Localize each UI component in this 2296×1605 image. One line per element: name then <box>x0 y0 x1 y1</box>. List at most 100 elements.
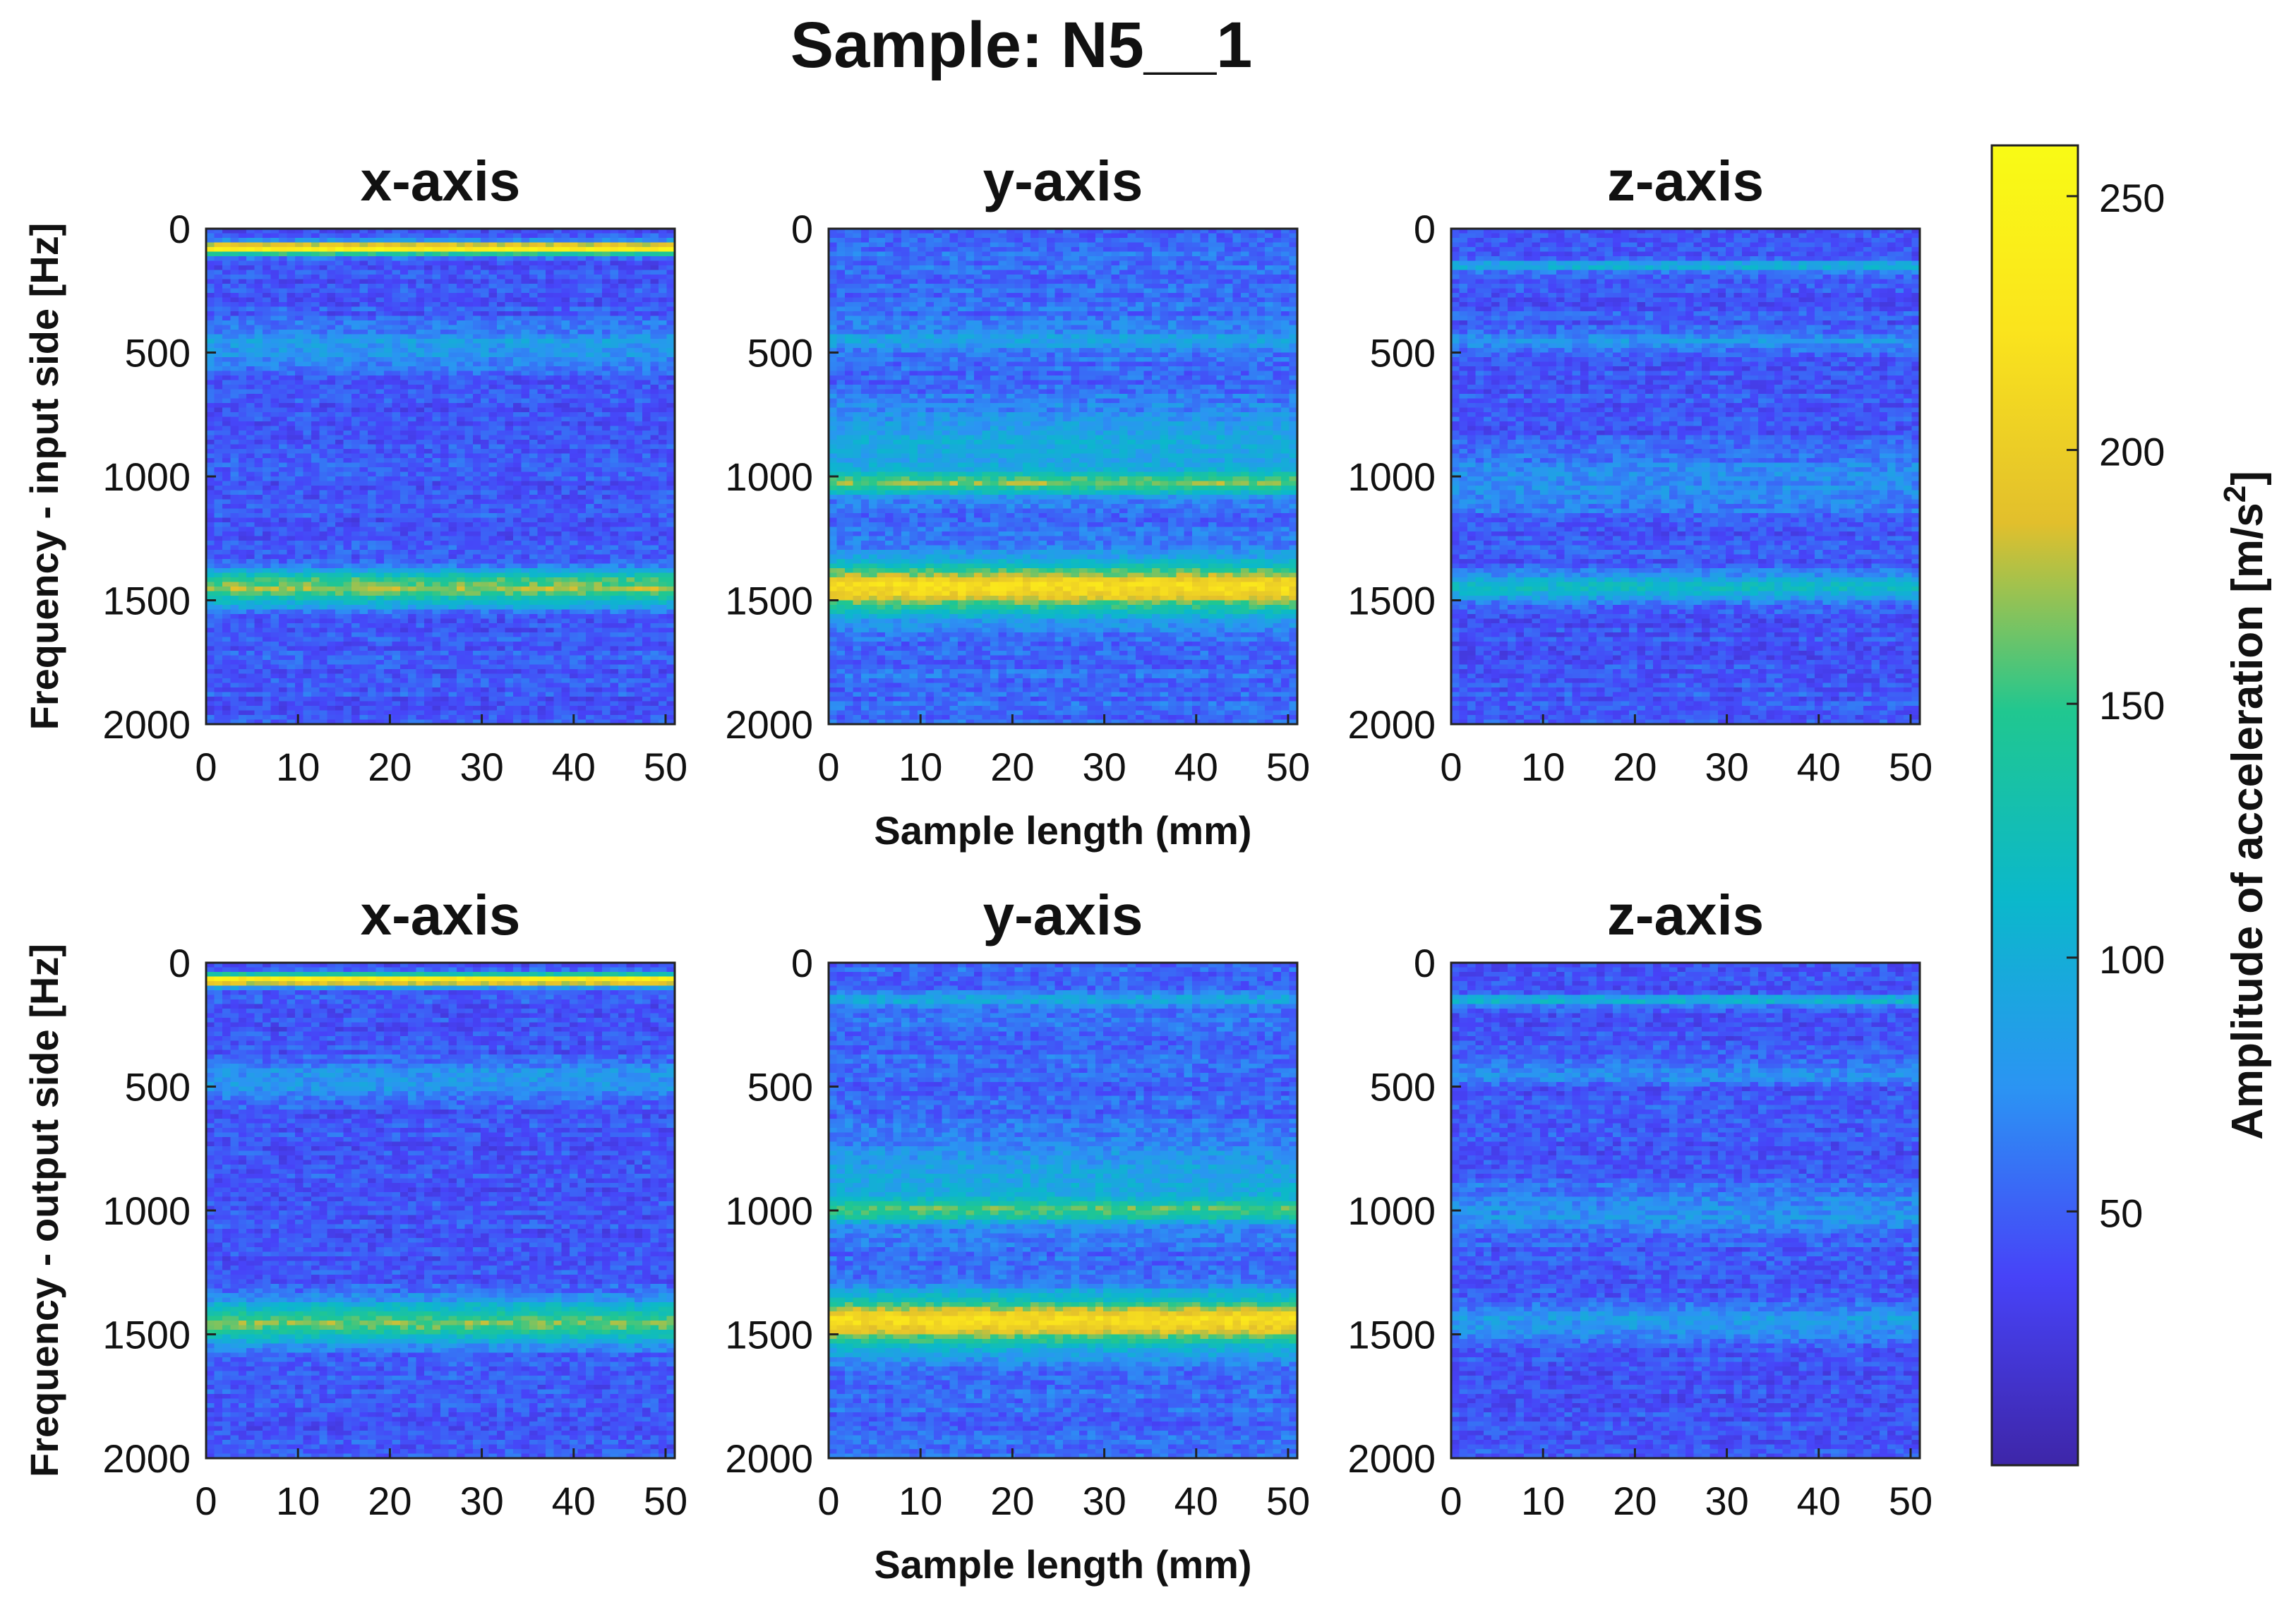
y-tick-label: 1000 <box>725 1189 813 1233</box>
y-tick-label: 1000 <box>102 455 191 499</box>
x-tick-label: 40 <box>1174 745 1218 789</box>
y-tick-label: 1000 <box>102 1189 191 1233</box>
x-tick-label: 0 <box>1440 1479 1462 1523</box>
x-tick-label: 50 <box>1889 745 1933 789</box>
x-tick-label: 20 <box>1613 1479 1657 1523</box>
x-tick-label: 20 <box>368 745 411 789</box>
y-axis-label: Frequency - input side [Hz] <box>22 223 66 731</box>
y-tick-label: 500 <box>747 1065 813 1110</box>
x-tick-label: 30 <box>1082 1479 1126 1523</box>
y-tick-label: 0 <box>169 941 191 985</box>
x-tick-label: 0 <box>195 1479 217 1523</box>
colorbar-label-exponent: 2 <box>2218 486 2252 503</box>
y-tick-label: 500 <box>1370 331 1436 375</box>
y-tick-label: 1500 <box>102 1313 191 1357</box>
heatmap-cells <box>829 963 1298 1459</box>
x-tick-label: 10 <box>276 745 320 789</box>
x-tick-label: 50 <box>1889 1479 1933 1523</box>
x-tick-label: 40 <box>1174 1479 1218 1523</box>
x-tick-label: 10 <box>1521 1479 1565 1523</box>
x-axis-label: Sample length (mm) <box>874 808 1251 853</box>
heatmap-cells <box>829 229 1298 725</box>
colorbar-tick-label: 100 <box>2099 937 2165 982</box>
x-tick-label: 20 <box>990 745 1034 789</box>
panel-title: x-axis <box>361 150 521 212</box>
x-tick-label: 40 <box>552 1479 596 1523</box>
colorbar-tick-label: 150 <box>2099 683 2165 728</box>
y-tick-label: 1000 <box>725 455 813 499</box>
x-tick-label: 50 <box>1266 745 1310 789</box>
colorbar-label: Amplitude of acceleration [m/s2] <box>2218 471 2273 1140</box>
panel-title: x-axis <box>361 884 521 946</box>
panel-title: z-axis <box>1607 884 1764 946</box>
colorbar-label-main: Amplitude of acceleration [m/s <box>2223 503 2272 1140</box>
x-tick-label: 30 <box>1705 1479 1748 1523</box>
y-tick-label: 1000 <box>1347 455 1436 499</box>
heatmap-cells <box>206 963 675 1459</box>
x-tick-label: 20 <box>990 1479 1034 1523</box>
colorbar-tick-label: 200 <box>2099 430 2165 474</box>
y-tick-label: 1000 <box>1347 1189 1436 1233</box>
heatmap-cells <box>206 229 675 725</box>
y-tick-label: 2000 <box>725 702 813 747</box>
heatmap-cells <box>1451 229 1921 725</box>
x-tick-label: 40 <box>1797 1479 1841 1523</box>
y-tick-label: 0 <box>169 207 191 251</box>
x-tick-label: 10 <box>898 745 942 789</box>
y-tick-label: 1500 <box>725 579 813 623</box>
y-tick-label: 1500 <box>725 1313 813 1357</box>
x-tick-label: 30 <box>1082 745 1126 789</box>
panel-title: y-axis <box>983 150 1143 212</box>
panel-title: z-axis <box>1607 150 1764 212</box>
x-tick-label: 0 <box>1440 745 1462 789</box>
x-tick-label: 50 <box>644 1479 687 1523</box>
x-tick-label: 10 <box>1521 745 1565 789</box>
y-tick-label: 2000 <box>102 1436 191 1481</box>
x-tick-label: 0 <box>817 1479 839 1523</box>
y-tick-label: 0 <box>791 941 813 985</box>
y-axis-label: Frequency - output side [Hz] <box>22 944 66 1477</box>
colorbar: 50 100 150 200 250 Amplitude of acceleration … <box>1990 144 2273 1467</box>
y-tick-label: 500 <box>747 331 813 375</box>
y-tick-label: 2000 <box>1347 702 1436 747</box>
y-tick-label: 500 <box>125 331 191 375</box>
x-tick-label: 40 <box>1797 745 1841 789</box>
y-tick-label: 500 <box>125 1065 191 1110</box>
y-tick-label: 0 <box>1414 207 1436 251</box>
x-tick-label: 40 <box>552 745 596 789</box>
x-tick-label: 30 <box>459 745 503 789</box>
x-tick-label: 30 <box>1705 745 1748 789</box>
x-tick-label: 10 <box>898 1479 942 1523</box>
panel-title: y-axis <box>983 884 1143 946</box>
y-tick-label: 500 <box>1370 1065 1436 1110</box>
colorbar-label-close: ] <box>2223 471 2272 486</box>
y-tick-label: 1500 <box>1347 579 1436 623</box>
figure-title: Sample: N5__1 <box>791 9 1253 81</box>
x-tick-label: 20 <box>368 1479 411 1523</box>
x-tick-label: 0 <box>817 745 839 789</box>
heatmap-cells <box>1451 963 1921 1459</box>
y-tick-label: 2000 <box>1347 1436 1436 1481</box>
colorbar-tick-label: 250 <box>2099 176 2165 220</box>
x-tick-label: 50 <box>644 745 687 789</box>
y-tick-label: 1500 <box>1347 1313 1436 1357</box>
x-tick-label: 50 <box>1266 1479 1310 1523</box>
y-tick-label: 1500 <box>102 579 191 623</box>
y-tick-label: 2000 <box>102 702 191 747</box>
x-tick-label: 30 <box>459 1479 503 1523</box>
y-tick-label: 0 <box>791 207 813 251</box>
x-tick-label: 0 <box>195 745 217 789</box>
y-tick-label: 0 <box>1414 941 1436 985</box>
x-tick-label: 20 <box>1613 745 1657 789</box>
colorbar-scale <box>1990 144 2079 1467</box>
x-tick-label: 10 <box>276 1479 320 1523</box>
colorbar-tick-label: 50 <box>2099 1191 2143 1235</box>
